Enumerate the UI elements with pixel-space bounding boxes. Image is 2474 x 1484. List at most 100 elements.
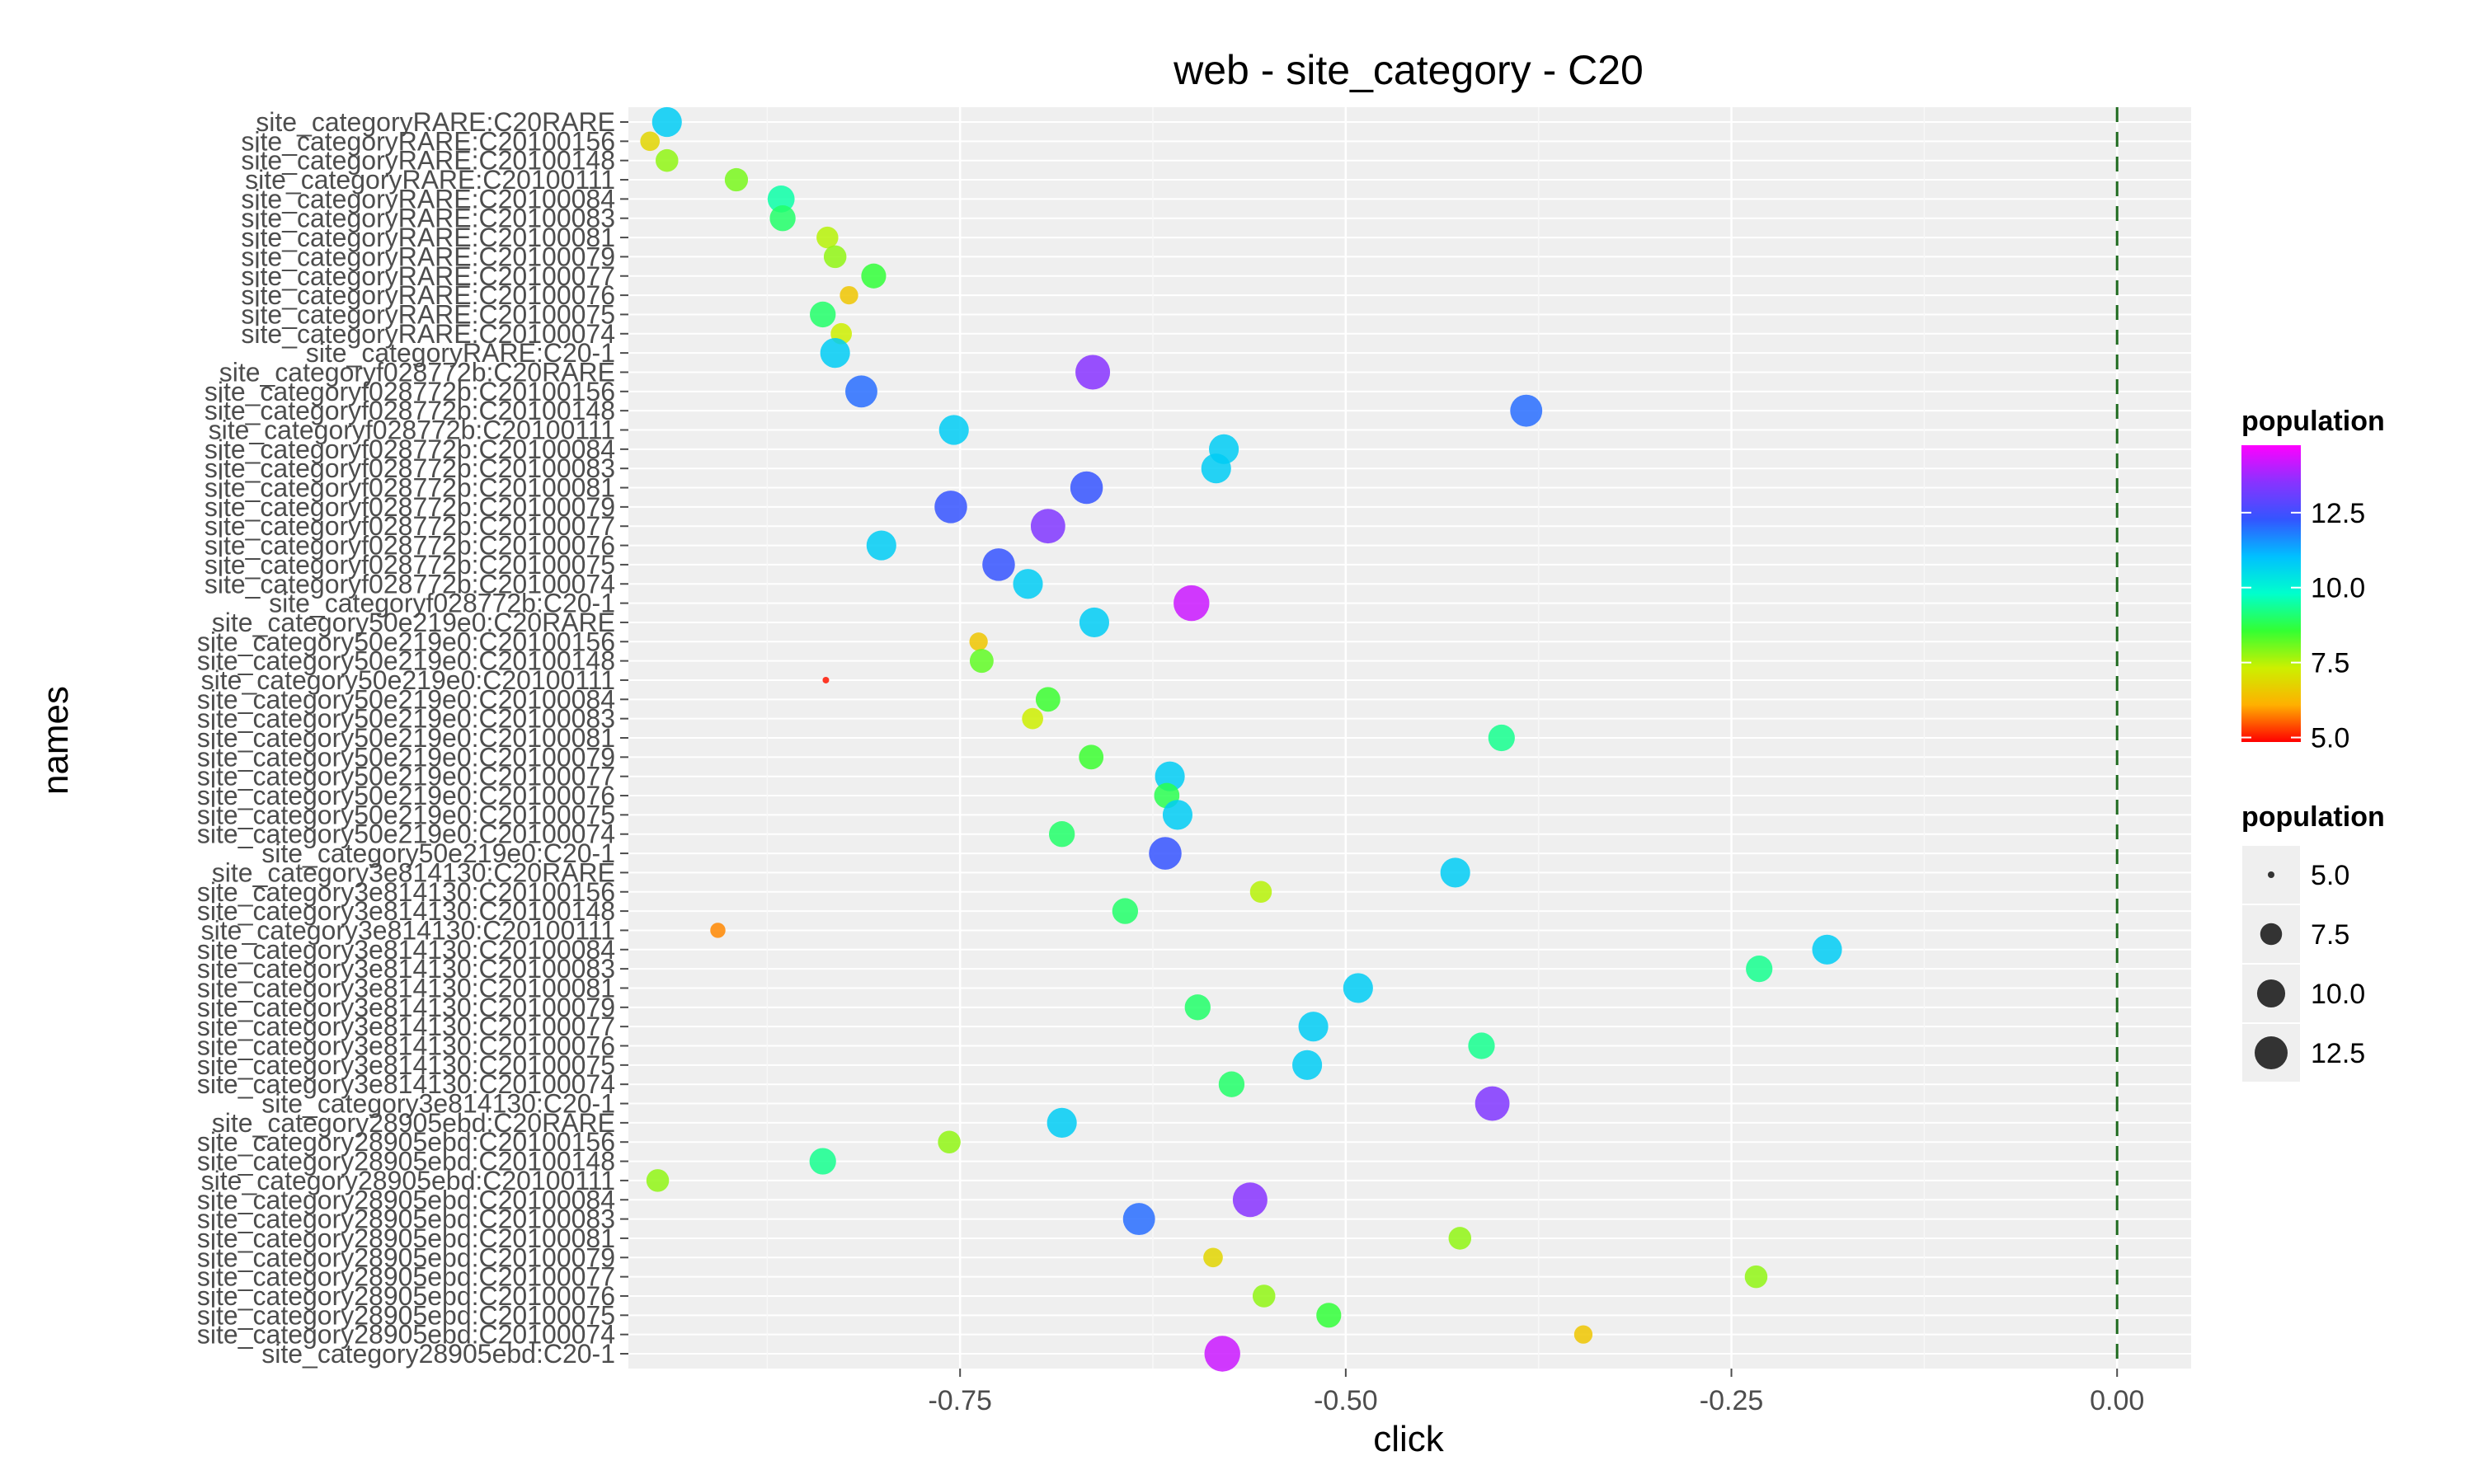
y-tick-label: site_category50e219e0:C20100083 <box>197 704 615 734</box>
y-tick-label: site_category50e219e0:C20100076 <box>197 781 615 810</box>
size-legend: population 5.0 7.5 10.0 12.5 <box>2241 801 2385 1083</box>
data-point <box>1448 1227 1472 1250</box>
data-point <box>861 263 887 289</box>
data-point <box>646 1169 670 1192</box>
y-tick-label: site_category28905ebd:C20100083 <box>197 1205 615 1234</box>
size-legend-dot <box>2260 923 2283 946</box>
colorbar-label: 5.0 <box>2311 723 2349 754</box>
data-point <box>845 375 877 408</box>
y-tick-label: site_category28905ebd:C20100084 <box>197 1185 615 1214</box>
y-tick-label: site_categoryf028772b:C20100111 <box>209 416 615 445</box>
data-point <box>655 148 679 172</box>
y-tick-label: site_category3e814130:C20100083 <box>197 954 615 984</box>
y-tick-label: site_category28905ebd:C20100077 <box>197 1262 615 1292</box>
data-point <box>1112 898 1139 924</box>
data-point <box>1252 1284 1276 1308</box>
data-point <box>1232 1182 1268 1218</box>
y-tick-label: site_categoryf028772b:C20100075 <box>205 550 615 580</box>
data-point <box>1468 1032 1495 1059</box>
data-point <box>1079 744 1104 770</box>
data-point <box>767 185 795 213</box>
y-tick-label: site_category28905ebd:C20RARE <box>212 1108 615 1138</box>
data-point <box>1201 453 1231 484</box>
y-tick-label: site_category3e814130:C20100111 <box>201 915 615 945</box>
grid <box>628 107 2191 1369</box>
y-tick-label: site_categoryRARE:C20100075 <box>241 299 615 329</box>
y-tick-label: site_categoryf028772b:C20-1 <box>269 589 615 618</box>
data-point <box>1204 1336 1240 1372</box>
x-tick-label: -0.25 <box>1700 1385 1764 1416</box>
x-tick-label: 0.00 <box>2090 1385 2144 1416</box>
data-point <box>816 226 839 249</box>
size-legend-label: 10.0 <box>2311 979 2365 1010</box>
data-point <box>1292 1050 1323 1080</box>
data-point <box>1149 837 1182 870</box>
data-point <box>769 205 796 232</box>
data-point <box>1510 394 1543 427</box>
y-tick-label: site_categoryf028772b:C20RARE <box>219 357 615 387</box>
y-tick-label: site_category50e219e0:C20100148 <box>197 646 615 676</box>
size-legend-dot <box>2268 871 2274 878</box>
y-tick-label: site_categoryf028772b:C20100077 <box>205 511 615 541</box>
y-tick-label: site_category50e219e0:C20100156 <box>197 627 615 656</box>
y-tick-label: site_category3e814130:C20100156 <box>197 877 615 907</box>
y-tick-label: site_categoryRARE:C20-1 <box>306 338 615 368</box>
y-tick-label: site_category50e219e0:C20100084 <box>197 684 615 714</box>
size-legend-label: 5.0 <box>2311 860 2349 891</box>
y-tick-label: site_category3e814130:C20100077 <box>197 1012 615 1041</box>
size-legend-label: 12.5 <box>2311 1038 2365 1069</box>
y-tick-label: site_category28905ebd:C20100111 <box>201 1166 615 1195</box>
data-point <box>1048 821 1075 848</box>
y-tick-label: site_categoryf028772b:C20100074 <box>205 569 615 599</box>
y-tick-label: site_category50e219e0:C20100074 <box>197 819 615 849</box>
y-tick-label: site_category50e219e0:C20100077 <box>197 762 615 791</box>
y-tick-label: site_category50e219e0:C20100075 <box>197 800 615 829</box>
y-tick-label: site_categoryRARE:C20100079 <box>241 242 615 271</box>
y-tick-label: site_categoryRARE:C20100077 <box>241 261 615 291</box>
size-legend-dot <box>2255 1036 2288 1069</box>
data-point <box>1122 1203 1155 1236</box>
data-point <box>1184 994 1211 1021</box>
colorbar-label: 10.0 <box>2311 573 2365 604</box>
y-tick-label: site_category3e814130:C20100084 <box>197 935 615 965</box>
y-tick-label: site_categoryRARE:C20100074 <box>241 319 615 349</box>
data-point <box>822 676 830 683</box>
data-point <box>1440 857 1470 888</box>
data-point <box>1744 1265 1768 1289</box>
y-tick-label: site_categoryf028772b:C20100076 <box>205 531 615 561</box>
y-tick-label: site_categoryRARE:C20100084 <box>241 184 615 214</box>
y-tick-label: site_category28905ebd:C20100156 <box>197 1127 615 1157</box>
y-tick-label: site_category28905ebd:C20100081 <box>197 1223 615 1253</box>
y-axis: site_categoryRARE:C20RARE site_categoryRA… <box>197 107 628 1369</box>
data-point <box>1218 1071 1245 1097</box>
data-point <box>866 530 896 561</box>
data-point <box>1573 1325 1593 1344</box>
data-point <box>1174 585 1210 622</box>
data-point <box>1022 707 1043 730</box>
data-point <box>1488 724 1515 752</box>
y-tick-label: site_categoryRARE:C20RARE <box>256 107 615 137</box>
y-tick-label: site_category28905ebd:C20-1 <box>261 1339 615 1369</box>
y-tick-label: site_category3e814130:C20-1 <box>261 1089 615 1119</box>
y-tick-label: site_categoryRARE:C20100111 <box>245 165 615 195</box>
y-tick-label: site_categoryf028772b:C20100083 <box>205 453 615 483</box>
y-tick-label: site_categoryRARE:C20100148 <box>241 146 615 176</box>
y-tick-label: site_category28905ebd:C20100079 <box>197 1242 615 1272</box>
data-point <box>1812 934 1842 965</box>
data-point <box>1079 607 1110 638</box>
data-point <box>810 301 836 328</box>
y-tick-label: site_category50e219e0:C20-1 <box>261 838 615 868</box>
data-point <box>823 245 847 269</box>
y-axis-title: names <box>35 686 76 795</box>
y-tick-label: site_categoryf028772b:C20100148 <box>205 396 615 425</box>
size-legend-label: 7.5 <box>2311 919 2349 951</box>
x-axis: -0.75 -0.50 -0.25 0.00 <box>928 1369 2144 1416</box>
y-tick-label: site_categoryf028772b:C20100084 <box>205 434 615 464</box>
data-point <box>934 491 967 524</box>
chart-title: web - site_category - C20 <box>1173 47 1644 93</box>
data-point <box>1298 1012 1329 1042</box>
data-point <box>724 167 749 192</box>
y-tick-label: site_category50e219e0:C20100111 <box>201 665 615 695</box>
y-tick-label: site_category50e219e0:C20100081 <box>197 723 615 753</box>
y-tick-label: site_categoryRARE:C20100076 <box>241 280 615 310</box>
